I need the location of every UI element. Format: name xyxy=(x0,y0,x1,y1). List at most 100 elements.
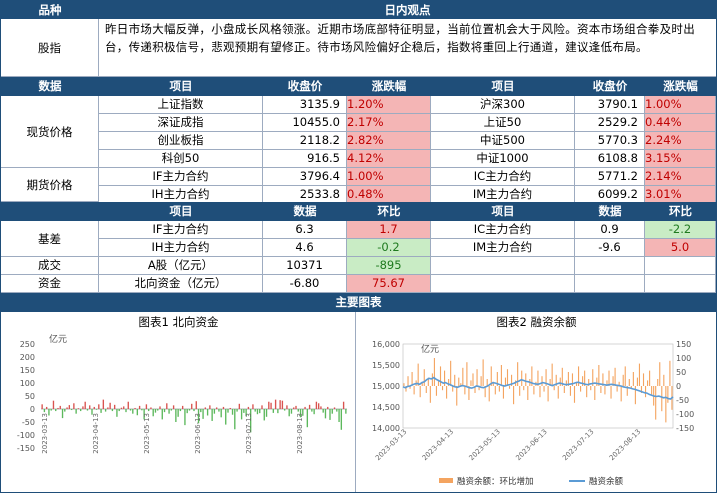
chart1-bar xyxy=(345,409,347,414)
chart2-bar xyxy=(427,377,429,386)
chart1-bar xyxy=(252,404,254,409)
chart2-bar xyxy=(539,386,541,398)
turnover-label: 成交 xyxy=(1,257,99,275)
chart1-bar xyxy=(340,409,343,430)
chart2-bar xyxy=(614,367,616,386)
basis-mom: -2.2 xyxy=(645,221,716,239)
data-header-bar: 数据 项目 收盘价 涨跌幅 项目 收盘价 涨跌幅 xyxy=(1,77,716,96)
chart1-bar xyxy=(302,409,304,416)
data-header-change-right: 涨跌幅 xyxy=(663,79,698,93)
chart2-bar xyxy=(640,386,643,393)
chart1-bar xyxy=(143,409,145,420)
chart2-bar xyxy=(586,386,588,398)
chart1-bar xyxy=(202,409,204,419)
basis-header-data-left: 数据 xyxy=(293,204,317,218)
chart1-bar xyxy=(290,409,293,414)
chart2-bar xyxy=(409,386,411,389)
chart1-xtick: 2023-03-13 xyxy=(41,413,49,454)
price-close: 3135.9 xyxy=(263,96,347,114)
chart1-bar xyxy=(159,406,161,409)
chart2-bar xyxy=(421,381,423,386)
chart2-bar xyxy=(634,386,636,405)
chart1-bar xyxy=(127,401,129,409)
basis-value: 0.9 xyxy=(575,221,645,239)
chart2-bar xyxy=(435,386,438,396)
chart2-legend-bar-label: 融资余额：环比增加 xyxy=(457,476,534,487)
chart1-bar xyxy=(299,409,302,418)
chart2-bar xyxy=(506,369,509,386)
chart1-bar xyxy=(236,409,238,412)
chart1-bar xyxy=(181,405,184,409)
chart1-xtick: 2023-05-13 xyxy=(143,413,151,454)
chart2-bar xyxy=(636,377,638,386)
chart1-bar xyxy=(311,409,313,412)
chart1-bar xyxy=(231,409,234,415)
chart1-bar xyxy=(157,409,159,411)
turnover-empty xyxy=(645,257,716,275)
chart1-bar xyxy=(333,407,336,409)
chart1-bar xyxy=(175,409,177,422)
chart1-bar xyxy=(93,406,95,409)
chart2-margin-balance: 亿元 16,000 15,500 15,000 14,500 14,000 150 100 50… xyxy=(372,340,694,487)
chart1-bar xyxy=(272,409,275,413)
chart1-bar xyxy=(317,403,320,409)
chart1-ytick: 100 xyxy=(20,379,35,388)
chart2-bar xyxy=(494,386,496,395)
price-item-name: 科创50 xyxy=(99,150,263,168)
price-close: 2118.2 xyxy=(263,132,347,150)
price-close: 5770.3 xyxy=(575,132,645,150)
chart1-ytick: 250 xyxy=(20,340,35,349)
turnover-value: 10371 xyxy=(263,257,347,275)
chart1-bar xyxy=(322,409,324,413)
chart1-bar xyxy=(45,406,48,409)
basis-header-mom-right: 环比 xyxy=(669,204,692,218)
futures-label: 期货价格 xyxy=(1,168,99,202)
price-change: 4.12% xyxy=(347,150,431,168)
data-header-price-left: 收盘价 xyxy=(287,79,323,93)
chart2-bar xyxy=(523,386,525,391)
chart2-bar xyxy=(456,386,458,406)
chart1-bar xyxy=(288,409,290,417)
chart1-bar xyxy=(95,409,98,410)
chart2-bar xyxy=(606,380,608,386)
chart1-ytick: 200 xyxy=(20,353,35,362)
chart1-bar xyxy=(82,406,84,409)
chart2-bar xyxy=(450,360,452,386)
chart2-bar xyxy=(659,362,661,386)
chart2-bar xyxy=(622,374,624,386)
chart2-bar xyxy=(441,386,444,391)
chart2-bar xyxy=(553,386,555,391)
chart1-bar xyxy=(177,409,179,417)
chart2-bar xyxy=(592,369,594,386)
chart1-bar xyxy=(129,409,132,411)
chart2-bar xyxy=(498,386,500,392)
price-item-name: 上证指数 xyxy=(99,96,263,114)
chart1-bar xyxy=(195,401,197,409)
chart1-bar xyxy=(163,409,166,413)
chart1-bar xyxy=(270,402,272,409)
chart2-bar xyxy=(537,370,539,386)
chart2-bar xyxy=(419,386,421,398)
chart2-bar xyxy=(567,372,569,386)
chart2-bar xyxy=(588,379,590,386)
chart2-bar xyxy=(600,386,602,393)
chart1-ytick: -50 xyxy=(22,418,35,427)
chart1-bar xyxy=(308,404,311,409)
data-header-item-left: 项目 xyxy=(169,79,193,93)
chart1-bar xyxy=(338,409,340,422)
price-close: 2529.2 xyxy=(575,114,645,132)
chart2-bar xyxy=(482,359,484,386)
chart2-bar xyxy=(644,386,647,398)
chart1-bar xyxy=(172,405,175,409)
chart2-bar xyxy=(598,365,600,386)
chart1-bar xyxy=(193,409,195,412)
chart1-bar xyxy=(77,408,80,409)
chart2-bar xyxy=(403,383,405,386)
chart2-bar xyxy=(543,386,545,392)
chart1-bar xyxy=(315,401,318,409)
chart2-bar xyxy=(655,386,657,420)
chart2-bar xyxy=(569,386,571,396)
chart2-bar xyxy=(626,386,628,396)
chart2-bar xyxy=(549,379,551,386)
chart2-bar xyxy=(448,379,450,386)
